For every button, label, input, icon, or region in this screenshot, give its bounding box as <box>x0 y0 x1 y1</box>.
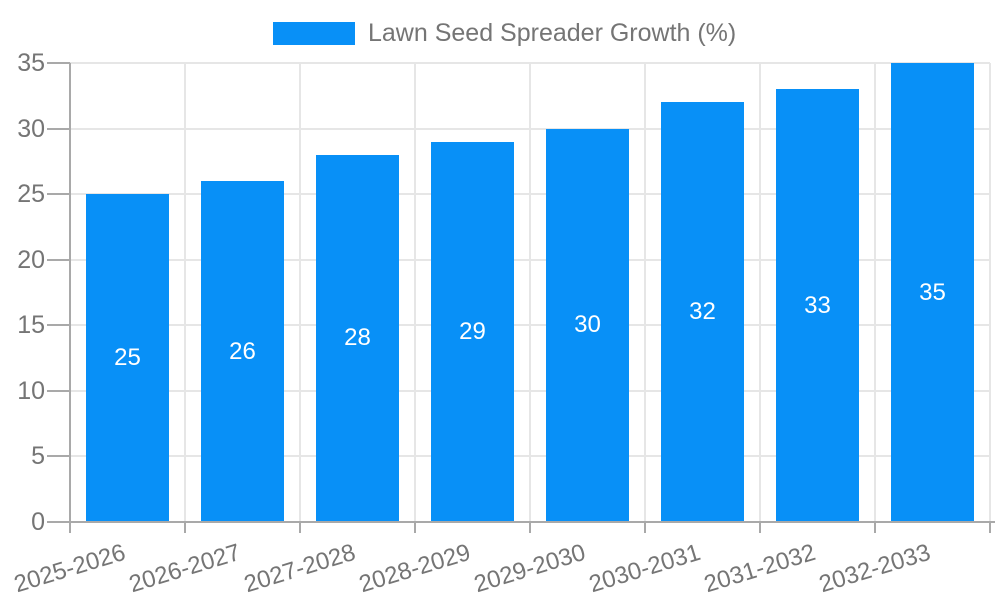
y-axis-tick-label: 20 <box>17 245 45 274</box>
y-axis-tick-label: 0 <box>31 508 45 536</box>
x-axis-tick <box>759 522 761 533</box>
x-axis-tick <box>414 522 416 533</box>
y-axis-tick-label: 15 <box>17 311 45 340</box>
y-axis-tick <box>47 389 70 392</box>
y-axis-tick-label: 35 <box>17 49 45 77</box>
bar-value-label: 29 <box>459 317 486 345</box>
gridline-v <box>299 63 301 522</box>
gridline-v <box>874 63 876 522</box>
y-axis-tick <box>47 62 70 64</box>
bar-value-label: 28 <box>344 324 371 352</box>
y-axis-tick <box>47 258 70 261</box>
bar[interactable]: 28 <box>316 154 399 522</box>
x-axis-tick <box>529 522 531 533</box>
bar-value-label: 35 <box>919 278 946 306</box>
legend-swatch <box>273 21 355 45</box>
y-axis-tick-label: 10 <box>17 376 45 405</box>
bar[interactable]: 25 <box>86 194 169 522</box>
x-axis-tick <box>644 522 646 533</box>
x-axis-tick <box>69 522 71 533</box>
gridline-v <box>989 63 991 522</box>
legend[interactable]: Lawn Seed Spreader Growth (%) <box>273 18 736 48</box>
bar[interactable]: 26 <box>201 181 284 522</box>
bar-value-label: 25 <box>114 344 141 372</box>
x-axis-tick <box>299 522 301 533</box>
y-axis-tick-label: 5 <box>31 442 45 471</box>
x-axis-line <box>70 521 995 523</box>
x-axis-tick <box>874 522 876 533</box>
gridline-v <box>414 63 416 522</box>
y-axis-tick-label: 25 <box>17 180 45 209</box>
y-axis-tick <box>47 193 70 196</box>
bar[interactable]: 30 <box>546 128 629 522</box>
y-axis-line <box>69 63 71 522</box>
bar[interactable]: 32 <box>661 102 744 522</box>
bar-value-label: 32 <box>689 298 716 326</box>
y-axis-tick <box>47 127 70 130</box>
bar-value-label: 26 <box>229 337 256 365</box>
x-axis-tick <box>989 522 991 533</box>
bar[interactable]: 35 <box>891 63 974 522</box>
bar[interactable]: 29 <box>431 141 514 522</box>
gridline-v <box>644 63 646 522</box>
y-axis-tick-label: 30 <box>17 114 45 143</box>
y-axis-tick <box>47 324 70 327</box>
gridline-v <box>184 63 186 522</box>
y-axis-tick <box>47 455 70 458</box>
y-axis-tick <box>47 521 70 523</box>
gridline-v <box>529 63 531 522</box>
bar-value-label: 33 <box>804 291 831 319</box>
bar-value-label: 30 <box>574 311 601 339</box>
x-axis-tick <box>184 522 186 533</box>
legend-label: Lawn Seed Spreader Growth (%) <box>368 19 737 47</box>
bar[interactable]: 33 <box>776 89 859 522</box>
gridline-v <box>759 63 761 522</box>
